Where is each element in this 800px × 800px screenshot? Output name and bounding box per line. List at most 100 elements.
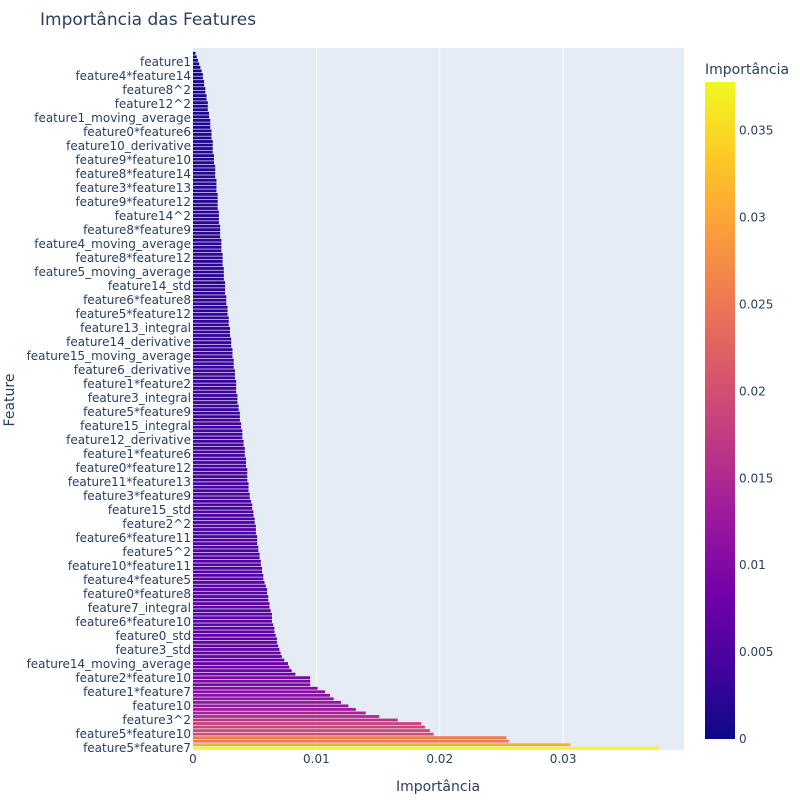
bar [193,570,263,574]
bar [193,224,221,228]
bar [193,330,231,334]
bar [193,637,277,641]
bar [193,704,349,708]
bar [193,693,330,697]
bar [193,609,271,613]
bar [193,439,244,443]
bar [193,288,226,292]
bar [193,101,208,105]
bar [193,672,296,676]
bar [193,690,326,694]
bar [193,231,221,235]
colorbar-title: Importância [705,62,789,78]
bar [193,309,228,313]
bar [193,267,224,270]
bar [193,581,265,584]
bar [193,171,216,175]
colorbar [705,82,735,739]
bar [193,358,234,362]
y-tick-label: feature2^2 [122,517,191,531]
bar [193,312,228,316]
bar [193,196,218,200]
bar [193,355,233,359]
bar [193,344,232,348]
bar [193,182,217,186]
bar [193,700,342,704]
bar [193,337,232,341]
bar [193,387,237,390]
bar [193,492,250,496]
y-tick-label: feature5*feature9 [83,405,191,419]
bar [193,80,205,83]
y-tick-label: feature9*feature10 [75,153,191,167]
chart-title: Importância das Features [40,10,256,30]
bar [193,404,239,408]
bar [193,697,334,701]
bar [193,513,254,517]
bar [193,722,422,725]
bar [193,192,218,196]
x-tick-label: 0 [189,752,197,766]
bar [193,418,240,422]
bar [193,658,285,662]
bar [193,415,240,419]
bar [193,573,264,577]
bar [193,521,255,524]
y-tick-label: feature8*feature9 [83,223,191,237]
colorbar-tick-label: 0.035 [739,124,773,138]
x-axis-title: Importância [396,779,480,795]
y-tick-label: feature6*feature11 [75,531,191,545]
bar [193,69,202,73]
bar [193,489,249,493]
bar [193,235,221,239]
bar [193,154,214,158]
bar [193,739,509,743]
bar [193,556,260,560]
bar [193,185,217,189]
bar [193,260,223,263]
bar [193,478,248,482]
y-tick-label: feature10_derivative [66,139,191,153]
bar [193,161,214,165]
bar [193,644,279,648]
bar [193,464,247,468]
bar [193,732,434,736]
colorbar-tick-label: 0 [739,732,747,746]
bar [193,228,221,232]
bar [193,588,268,591]
bar [193,563,261,567]
bar [193,369,235,373]
y-tick-label: feature6_derivative [74,363,191,377]
bar [193,499,251,503]
bar [193,136,212,140]
y-tick-label: feature12_derivative [66,433,191,447]
bar [193,429,243,433]
bar [193,718,398,722]
bar [193,256,223,260]
y-tick-label: feature14_std [108,279,191,293]
y-tick-labels: feature1feature4*feature14feature8^2feat… [27,55,191,755]
bar [193,277,224,281]
y-tick-label: feature1 [140,55,191,69]
bar [193,168,216,172]
y-tick-label: feature5_moving_average [34,265,191,279]
bar [193,55,197,59]
y-tick-label: feature10 [132,699,191,713]
colorbar-tick-labels: 0 0.005 0.01 0.015 0.02 0.025 0.03 0.035 [739,124,773,746]
y-tick-label: feature13_integral [80,321,191,335]
bar [193,214,219,217]
y-tick-label: feature5^2 [122,545,191,559]
bars-group [193,51,660,750]
bar [193,401,238,404]
y-tick-label: feature4*feature5 [83,573,191,587]
bar [193,164,216,168]
bar [193,432,243,436]
bar [193,94,207,98]
bar [193,217,219,221]
y-tick-label: feature15_std [108,503,191,517]
y-tick-label: feature3^2 [122,713,191,727]
bar [193,175,216,179]
bar [193,679,311,683]
x-tick-labels: 0 0.01 0.02 0.03 [189,752,576,766]
bar [193,408,239,411]
